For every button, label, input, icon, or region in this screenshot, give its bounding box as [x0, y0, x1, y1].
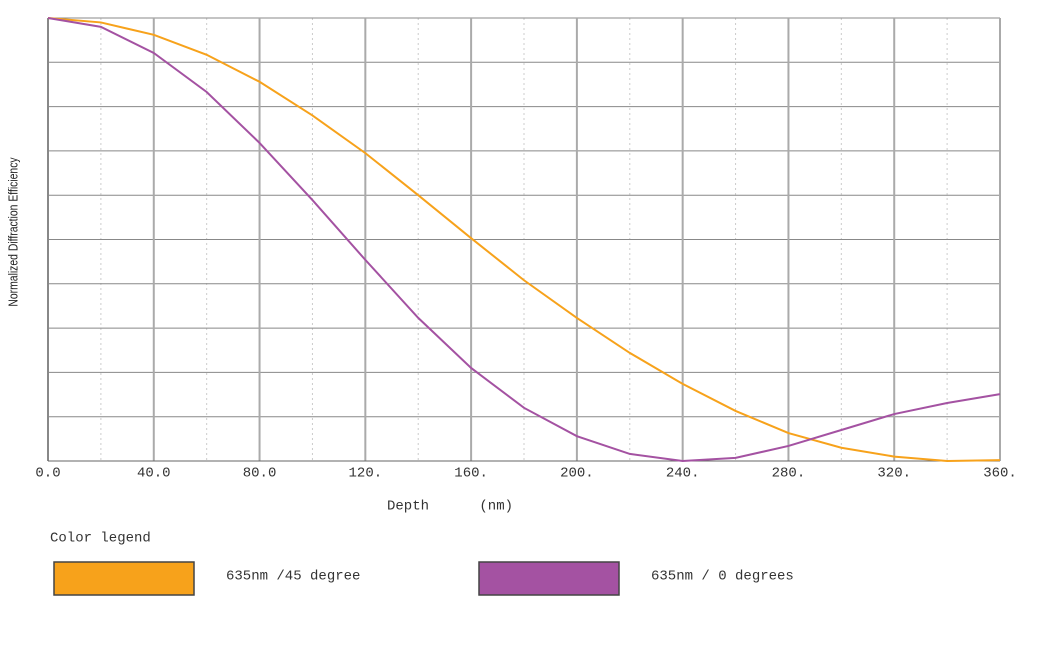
line-series — [47, 17, 1001, 463]
x-tick-label: 40.0 — [137, 466, 171, 482]
legend-title: Color legend — [50, 531, 151, 547]
x-tick-label: 280. — [772, 466, 806, 482]
x-tick-label: 160. — [454, 466, 488, 482]
legend-label: 635nm /45 degree — [226, 569, 360, 585]
legend-label: 635nm / 0 degrees — [651, 569, 794, 585]
x-tick-label: 0.0 — [35, 466, 60, 482]
x-tick-label: 80.0 — [243, 466, 277, 482]
x-tick-label: 240. — [666, 466, 700, 482]
x-tick-label: 120. — [349, 466, 383, 482]
x-tick-label: 200. — [560, 466, 594, 482]
y-axis-title: Normalized Diffraction Efficiency — [6, 157, 20, 306]
x-tick-label: 360. — [983, 466, 1017, 482]
x-tick-label: 320. — [877, 466, 911, 482]
legend-swatch — [53, 561, 195, 596]
x-axis-title: Depth (nm) — [387, 499, 513, 515]
legend-swatch — [478, 561, 620, 596]
line-series — [47, 17, 1001, 463]
